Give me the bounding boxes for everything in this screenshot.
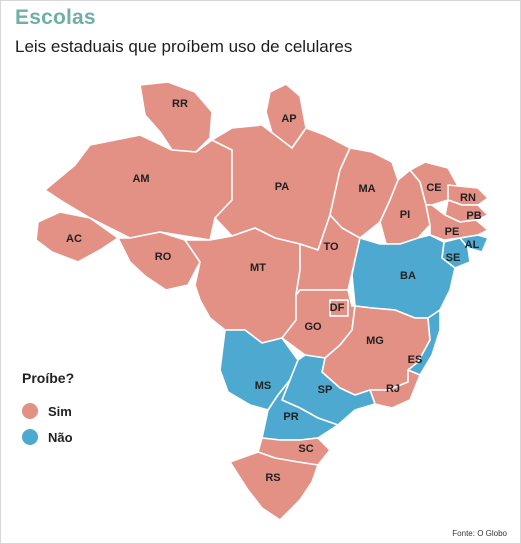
- label-RN: RN: [460, 192, 476, 204]
- label-PB: PB: [466, 210, 481, 222]
- label-RO: RO: [155, 251, 172, 263]
- label-DF: DF: [330, 302, 345, 314]
- state-AC: [35, 211, 119, 263]
- state-PE: [425, 204, 489, 241]
- label-AL: AL: [465, 239, 480, 251]
- map-title: Leis estaduais que proíbem uso de celula…: [15, 37, 353, 56]
- state-MT: [184, 227, 301, 344]
- state-RR: [139, 81, 213, 153]
- legend-label-sim: Sim: [48, 403, 72, 419]
- state-BA: [351, 234, 456, 319]
- legend-title: Proíbe?: [22, 370, 75, 386]
- label-TO: TO: [323, 241, 339, 253]
- label-AP: AP: [281, 113, 296, 125]
- label-PE: PE: [445, 226, 460, 238]
- label-MG: MG: [366, 335, 384, 347]
- label-SC: SC: [298, 443, 313, 455]
- state-RO: [117, 231, 201, 291]
- label-RJ: RJ: [386, 383, 400, 395]
- section-kicker: Escolas: [15, 6, 96, 29]
- legend-item-sim: Sim: [22, 398, 74, 424]
- map-legend: Proíbe? Sim Não: [22, 370, 74, 450]
- label-PI: PI: [400, 209, 410, 221]
- label-RR: RR: [172, 98, 188, 110]
- legend-swatch-nao: [22, 429, 38, 445]
- label-BA: BA: [400, 270, 416, 282]
- label-SE: SE: [446, 252, 461, 264]
- label-PR: PR: [283, 411, 298, 423]
- label-MT: MT: [250, 262, 266, 274]
- label-PA: PA: [275, 181, 290, 193]
- label-AC: AC: [66, 233, 82, 245]
- label-MS: MS: [255, 380, 272, 392]
- label-MA: MA: [358, 183, 375, 195]
- label-GO: GO: [304, 321, 322, 333]
- label-SP: SP: [318, 384, 333, 396]
- label-CE: CE: [426, 182, 441, 194]
- label-AM: AM: [132, 173, 149, 185]
- source-credit: Fonte: O Globo: [452, 529, 507, 538]
- legend-swatch-sim: [22, 403, 38, 419]
- state-RS: [229, 451, 319, 521]
- legend-item-nao: Não: [22, 424, 74, 450]
- legend-label-nao: Não: [48, 429, 73, 445]
- label-ES: ES: [408, 354, 423, 366]
- label-RS: RS: [265, 472, 280, 484]
- state-RJ: [369, 369, 421, 409]
